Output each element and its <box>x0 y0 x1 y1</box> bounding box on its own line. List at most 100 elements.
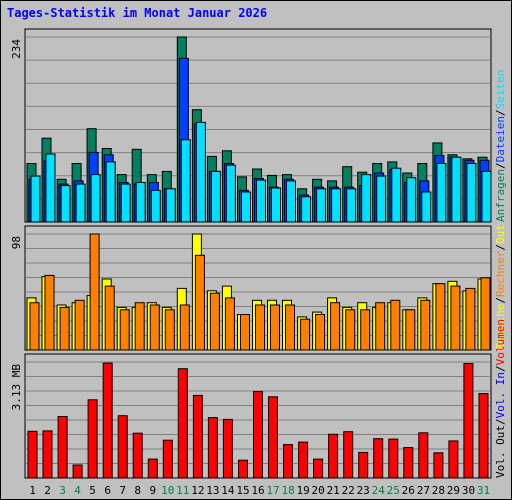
bar-volumen-day-7 <box>117 415 128 479</box>
bar-seiten-day-1 <box>30 175 41 223</box>
day-label-25: 25 <box>387 484 400 497</box>
legend-rechner: Rechner <box>494 250 507 297</box>
bar-seiten-day-12 <box>195 121 206 223</box>
bar-seiten-day-18 <box>286 180 296 223</box>
bar-volumen-day-19 <box>298 441 309 479</box>
bar-rechner-day-19 <box>300 318 311 351</box>
day-label-18: 18 <box>281 484 294 497</box>
legend-out: Out <box>494 224 507 244</box>
bar-seiten-day-6 <box>105 161 116 223</box>
bar-rechner-day-13 <box>209 292 220 351</box>
bar-volumen-day-16 <box>253 391 263 479</box>
bar-seiten-day-26 <box>406 177 417 223</box>
bar-rechner-day-14 <box>224 297 235 351</box>
bar-rechner-day-2 <box>44 274 55 351</box>
bar-rechner-day-15 <box>240 314 250 351</box>
bar-volumen-day-23 <box>358 451 369 479</box>
day-label-20: 20 <box>311 484 324 497</box>
bar-volumen-day-4 <box>72 464 83 479</box>
bar-rechner-day-18 <box>285 304 295 351</box>
bar-rechner-day-8 <box>134 302 145 351</box>
day-label-11: 11 <box>176 484 189 497</box>
legend-separator: / <box>494 244 507 251</box>
bar-rechner-day-28 <box>435 283 446 351</box>
bar-rechner-day-29 <box>450 285 461 351</box>
bar-rechner-day-17 <box>270 304 280 351</box>
panel-2-legend: Vol. Out/Vol. In/Volumen <box>494 319 507 478</box>
bar-volumen-day-15 <box>238 459 248 479</box>
bar-seiten-day-29 <box>451 156 462 223</box>
bar-volumen-day-2 <box>42 430 53 479</box>
day-label-30: 30 <box>462 484 475 497</box>
day-label-4: 4 <box>74 484 81 497</box>
bar-seiten-day-9 <box>150 189 161 223</box>
bar-seiten-day-22 <box>346 188 357 223</box>
panel-visits-ymax-label: 98 <box>10 236 23 249</box>
bar-rechner-day-24 <box>375 302 386 351</box>
bar-volumen-day-20 <box>313 458 324 479</box>
bar-seiten-day-8 <box>135 182 146 223</box>
bar-rechner-day-31 <box>480 277 491 351</box>
bar-seiten-day-15 <box>241 191 251 223</box>
bar-rechner-day-16 <box>255 304 265 351</box>
bar-volumen-day-10 <box>162 439 173 479</box>
day-label-9: 9 <box>149 484 156 497</box>
bar-rechner-day-9 <box>149 304 160 351</box>
bar-volumen-day-1 <box>27 430 38 479</box>
legend-volumen: Volumen <box>494 319 507 365</box>
day-label-15: 15 <box>236 484 249 497</box>
day-label-7: 7 <box>119 484 126 497</box>
bar-volumen-day-13 <box>207 417 218 479</box>
bar-rechner-day-11 <box>179 304 190 351</box>
bar-seiten-day-31 <box>481 170 492 223</box>
legend-separator: / <box>494 109 507 116</box>
bar-volumen-day-14 <box>222 418 233 479</box>
bar-rechner-day-21 <box>330 302 341 351</box>
bar-rechner-day-4 <box>74 299 85 351</box>
chart-title: Tages-Statistik im Monat Januar 2026 <box>7 6 267 20</box>
bar-rechner-day-12 <box>194 254 205 351</box>
day-label-27: 27 <box>417 484 430 497</box>
bar-rechner-day-22 <box>345 309 356 351</box>
day-label-16: 16 <box>251 484 264 497</box>
bar-volumen-day-18 <box>283 444 293 479</box>
bar-volumen-day-25 <box>388 438 399 479</box>
bar-volumen-day-29 <box>448 440 459 479</box>
panel-0-legend: Anfragen/Dateien/Seiten <box>494 70 507 222</box>
bar-seiten-day-4 <box>75 183 86 223</box>
legend-anfragen: Anfragen <box>494 169 507 222</box>
day-label-19: 19 <box>296 484 309 497</box>
bar-seiten-day-23 <box>361 174 372 223</box>
bar-seiten-day-2 <box>45 153 56 223</box>
bar-rechner-day-1 <box>29 302 40 351</box>
bar-seiten-day-7 <box>120 183 131 223</box>
bar-seiten-day-30 <box>466 163 477 223</box>
day-label-12: 12 <box>191 484 204 497</box>
bar-volumen-day-5 <box>87 399 98 479</box>
bar-rechner-day-6 <box>104 285 115 351</box>
bar-volumen-day-9 <box>147 458 158 479</box>
day-label-21: 21 <box>327 484 340 497</box>
bar-rechner-day-20 <box>315 314 326 351</box>
bar-seiten-day-14 <box>225 164 236 223</box>
bars <box>26 36 492 479</box>
legend-vol-in: Vol. In <box>494 372 507 418</box>
bar-seiten-day-17 <box>271 187 281 223</box>
day-label-3: 3 <box>59 484 66 497</box>
legends: Anfragen/Dateien/SeitenBesuche/Rechner/O… <box>494 70 507 478</box>
panel-requests-ymax-label: 234 <box>10 39 23 59</box>
bar-seiten-day-3 <box>60 185 71 223</box>
bar-rechner-day-7 <box>119 309 130 351</box>
bar-seiten-day-11 <box>180 139 191 223</box>
bar-rechner-day-10 <box>164 309 175 351</box>
bar-volumen-day-21 <box>328 433 339 479</box>
bar-volumen-day-11 <box>177 368 188 479</box>
day-label-1: 1 <box>29 484 36 497</box>
day-label-28: 28 <box>432 484 445 497</box>
bar-seiten-day-10 <box>165 188 176 223</box>
bar-rechner-day-26 <box>405 309 416 351</box>
legend-separator: / <box>494 297 507 304</box>
bar-seiten-day-24 <box>376 175 387 223</box>
day-label-8: 8 <box>134 484 141 497</box>
